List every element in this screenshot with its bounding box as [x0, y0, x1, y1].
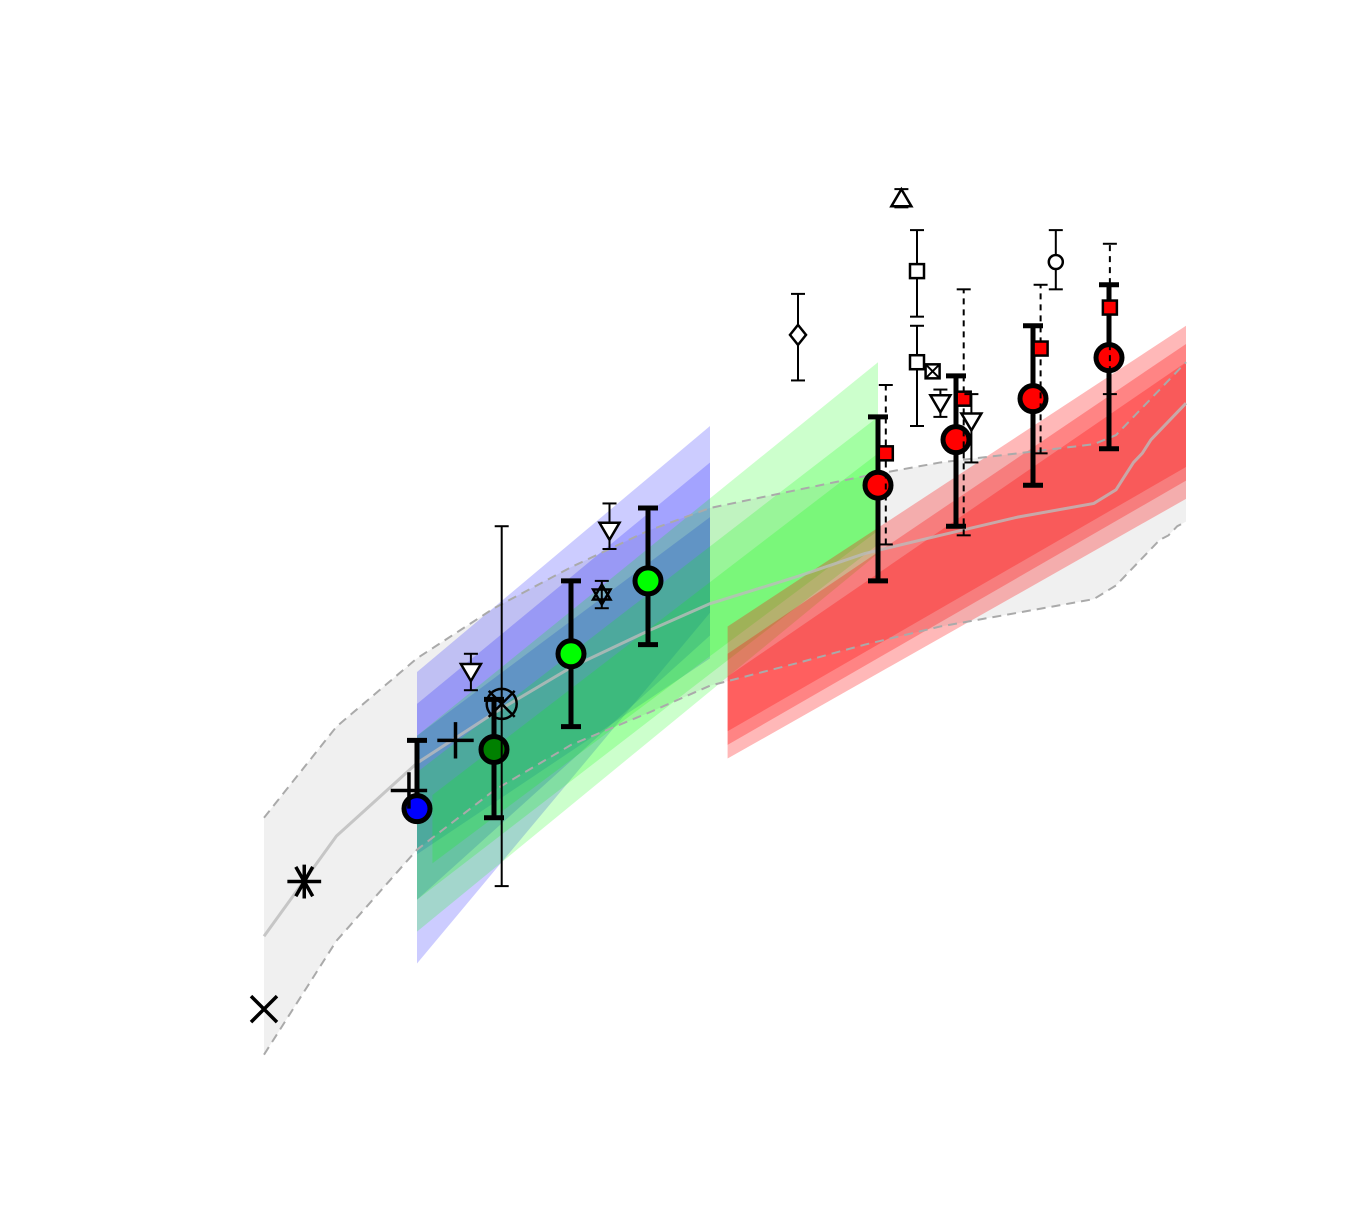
point-triangle-down-6-2 [928, 393, 953, 415]
band-red-7 [727, 344, 1186, 745]
reference-line [262, 402, 1188, 938]
band-blue-2 [417, 517, 710, 855]
point-circle-3-0 [862, 469, 894, 501]
point-star-of-david-11-0 [590, 582, 613, 601]
reference-upper-bound [263, 361, 1187, 819]
reference-band-layer [264, 362, 1186, 1055]
point-circle-x-10-0-cross [487, 690, 516, 718]
point-square-4-3 [1101, 299, 1119, 316]
reference-lower-bound [263, 520, 1187, 1056]
point-circle-3-2 [1017, 383, 1049, 415]
point-circle-2-0 [555, 638, 587, 670]
band-green-4 [417, 416, 878, 900]
point-triangle-up-7-0 [889, 186, 914, 208]
point-diamond-8-0 [788, 322, 808, 347]
point-plus-13-0 [390, 772, 428, 809]
point-x-15-0 [249, 994, 279, 1024]
model-bands-layer [417, 325, 1186, 964]
band-blue-0 [417, 426, 710, 964]
point-square-4-0 [877, 445, 895, 462]
band-red-8 [727, 362, 1186, 732]
point-circle-9-0 [1047, 253, 1065, 271]
point-star-of-david-11-0-inv [590, 588, 613, 608]
point-circle-2-1 [632, 565, 664, 597]
point-circle-1-0 [478, 733, 510, 765]
point-circle-x-10-0 [485, 687, 518, 721]
point-square-5-1 [908, 353, 926, 371]
point-triangle-down-6-1 [597, 521, 622, 543]
point-plus-13-1 [437, 722, 474, 759]
point-asterisk-14-0 [287, 864, 322, 899]
point-square-4-2 [1032, 340, 1049, 357]
data-points-layer [249, 186, 1125, 1024]
point-square-x-12-0-cross [924, 363, 941, 380]
band-red-6 [727, 325, 1186, 759]
point-circle-3-1 [940, 424, 972, 456]
reference-band [264, 362, 1186, 1055]
reference-lines-layer [262, 361, 1188, 1056]
point-triangle-down-6-3 [959, 412, 984, 433]
point-square-5-0 [908, 262, 926, 280]
point-triangle-down-6-0 [458, 662, 484, 684]
